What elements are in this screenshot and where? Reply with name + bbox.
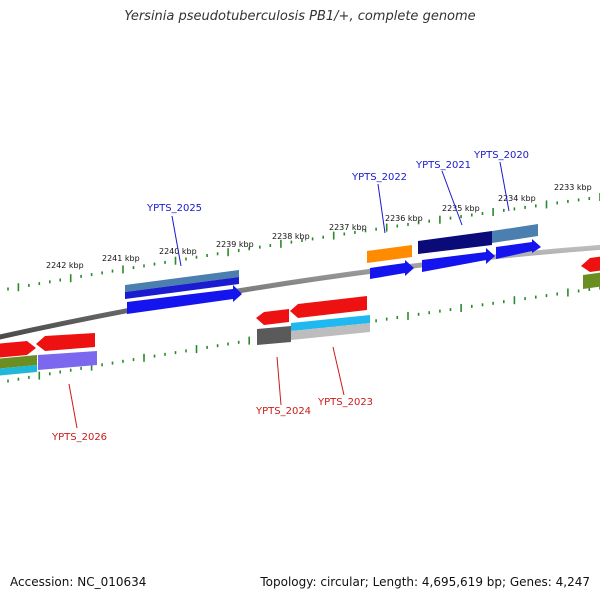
gene-block — [125, 270, 239, 292]
outer-scale-ticks — [7, 193, 600, 292]
scale-label: 2237 kbp — [329, 223, 367, 232]
scale-label: 2240 kbp — [159, 247, 197, 256]
reverse-genes — [0, 296, 370, 376]
gene-block — [291, 315, 370, 331]
gene-arrow — [422, 248, 495, 272]
gene-label-forward: YPTS_2021 — [415, 160, 471, 171]
forward-genes — [125, 224, 600, 314]
gene-block — [125, 277, 239, 299]
gene-block — [257, 326, 291, 345]
gene-block — [291, 323, 370, 340]
scale-label: 2236 kbp — [385, 214, 423, 223]
gene-block — [492, 224, 538, 243]
gene-block — [38, 351, 97, 370]
gene-arrow — [290, 296, 367, 318]
scale-label: 2234 kbp — [498, 194, 536, 203]
gene-block — [0, 355, 37, 369]
gene-block — [418, 231, 492, 254]
gene-label-forward: YPTS_2020 — [473, 150, 529, 161]
gene-label-forward: YPTS_2022 — [351, 172, 407, 183]
gene-arrow — [36, 333, 95, 351]
gene-arrow — [256, 309, 289, 325]
gene-arrow — [581, 256, 600, 272]
gene-label-reverse: YPTS_2026 — [51, 432, 107, 443]
scale-label: 2239 kbp — [216, 240, 254, 249]
gene-label-reverse: YPTS_2024 — [255, 406, 311, 417]
genome-backbone — [0, 244, 600, 340]
gene-block — [0, 365, 37, 376]
map-title: Yersinia pseudotuberculosis PB1/+, compl… — [124, 9, 476, 24]
scale-label: 2235 kbp — [442, 204, 480, 213]
scale-labels: 2242 kbp 2241 kbp 2240 kbp 2239 kbp 2238… — [46, 183, 592, 270]
gene-label-reverse: YPTS_2023 — [317, 397, 373, 408]
gene-arrow — [370, 260, 414, 279]
scale-label: 2238 kbp — [272, 232, 310, 241]
gene-block — [367, 245, 412, 263]
gene-arrow — [0, 341, 36, 358]
gene-label-forward: YPTS_2025 — [146, 203, 202, 214]
scale-label: 2241 kbp — [102, 254, 140, 263]
accession-text: Accession: NC_010634 — [10, 575, 147, 589]
scale-label: 2233 kbp — [554, 183, 592, 192]
gene-labels: YPTS_2025 YPTS_2022 YPTS_2021 YPTS_2020 … — [51, 150, 529, 443]
label-leaders — [68, 161, 510, 429]
topology-text: Topology: circular; Length: 4,695,619 bp… — [260, 575, 590, 589]
gene-block — [583, 272, 600, 289]
scale-label: 2242 kbp — [46, 261, 84, 270]
gene-arrow — [496, 239, 541, 259]
gene-arrow — [127, 285, 242, 314]
